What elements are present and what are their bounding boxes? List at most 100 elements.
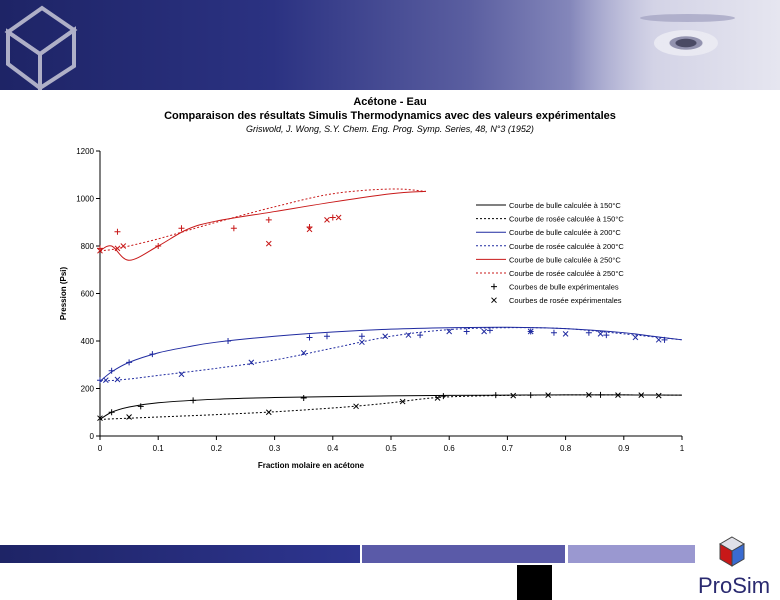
header-banner <box>0 0 780 90</box>
dew-point <box>655 392 662 399</box>
dew-point <box>632 334 639 341</box>
dew-point <box>126 414 132 420</box>
curve-dew-200 <box>99 327 683 382</box>
curve-bubble-250 <box>99 190 426 261</box>
dew-point <box>114 245 121 252</box>
dew-point <box>597 331 604 337</box>
dew-point <box>586 392 592 398</box>
bubble-point <box>486 327 493 334</box>
bubble-point <box>358 333 365 340</box>
bubble-point <box>417 332 424 339</box>
bubble-point <box>225 338 232 344</box>
eyebrow-shape <box>640 14 735 22</box>
dew-point <box>359 339 365 346</box>
dew-point <box>97 415 103 422</box>
dew-point <box>562 331 569 337</box>
footer-bar-light <box>568 545 695 563</box>
dew-point <box>102 377 109 384</box>
dew-point <box>382 333 389 340</box>
black-square <box>517 565 552 600</box>
x-tick-label: 0.2 <box>211 444 223 453</box>
bubble-point <box>661 336 668 343</box>
prosim-cube-icon <box>719 536 745 567</box>
bubble-point <box>440 393 447 400</box>
cube-wireframe-icon <box>4 5 78 90</box>
x-tick-label: 0.5 <box>385 444 397 453</box>
legend-swatch <box>491 283 497 290</box>
dew-point <box>510 392 517 399</box>
bubble-point <box>114 228 121 235</box>
bubble-point <box>597 391 604 398</box>
x-tick-label: 1 <box>680 444 685 453</box>
x-tick-label: 0.4 <box>327 444 339 453</box>
bubble-point <box>463 328 470 335</box>
dew-point <box>527 328 534 335</box>
dew-point <box>306 226 313 233</box>
bubble-point <box>300 395 307 401</box>
legend-label: Courbe de rosée calculée à 200°C <box>509 242 624 251</box>
dew-point <box>405 332 412 338</box>
legend-swatch <box>491 297 497 304</box>
bubble-point <box>329 214 336 221</box>
bubble-point <box>306 334 313 341</box>
legend-label: Courbe de bulle calculée à 250°C <box>509 255 621 264</box>
bubble-point <box>126 359 133 366</box>
bubble-point <box>190 397 197 404</box>
dew-point <box>446 328 453 335</box>
eye-shape <box>654 30 718 56</box>
bubble-point <box>137 403 144 410</box>
dew-point <box>248 359 255 366</box>
dew-point <box>399 398 406 405</box>
bubble-point <box>265 216 272 223</box>
bubble-point <box>155 243 162 249</box>
x-tick-label: 0.9 <box>618 444 630 453</box>
bubble-point <box>108 409 115 416</box>
x-tick-label: 0.6 <box>444 444 456 453</box>
footer-bar-dark <box>0 545 360 563</box>
y-tick-label: 1000 <box>76 195 94 204</box>
y-tick-label: 0 <box>90 432 95 441</box>
dew-point <box>265 240 272 247</box>
bubble-point <box>149 351 156 358</box>
legend-label: Courbe de bulle calculée à 150°C <box>509 201 621 210</box>
curve-bubble-150 <box>99 394 683 420</box>
dew-point <box>655 336 662 343</box>
chart-titles: Acétone - Eau Comparaison des résultats … <box>0 96 780 136</box>
dew-point <box>300 350 307 356</box>
x-tick-label: 0.1 <box>153 444 165 453</box>
dew-point <box>353 403 359 410</box>
chart-reference: Griswold, J. Wong, S.Y. Chem. Eng. Prog.… <box>246 124 534 134</box>
dew-point <box>178 371 185 378</box>
curve-dew-250 <box>99 188 426 252</box>
x-tick-label: 0.8 <box>560 444 572 453</box>
bubble-point <box>97 377 103 384</box>
legend-label: Courbe de rosée calculée à 150°C <box>509 215 624 224</box>
bubble-point <box>323 333 330 340</box>
dew-point <box>335 214 342 221</box>
dew-point <box>434 395 441 401</box>
dew-point <box>481 328 487 335</box>
x-axis-label: Fraction molaire en acétone <box>258 461 365 470</box>
x-tick-label: 0.7 <box>502 444 514 453</box>
dew-point <box>265 409 272 416</box>
dew-point <box>114 376 121 383</box>
bubble-point <box>550 329 557 336</box>
bubble-point <box>230 225 237 232</box>
dew-point <box>638 392 645 399</box>
chart-subtitle: Comparaison des résultats Simulis Thermo… <box>164 110 616 122</box>
y-tick-label: 600 <box>81 290 95 299</box>
y-axis-label: Pression (Psi) <box>59 266 68 320</box>
legend-label: Courbe de rosée calculée à 250°C <box>509 269 624 278</box>
dew-point <box>615 392 621 399</box>
legend-label: Courbes de rosée expérimentales <box>509 296 622 305</box>
bubble-point <box>108 367 115 374</box>
bubble-point <box>585 329 592 336</box>
legend-label: Courbe de bulle calculée à 200°C <box>509 228 621 237</box>
curve-bubble-200 <box>99 326 683 382</box>
chart-title: Acétone - Eau <box>353 96 427 108</box>
dew-point <box>324 217 330 223</box>
bubble-point <box>527 392 534 399</box>
footer-bar-mid <box>362 545 565 563</box>
y-tick-label: 800 <box>81 242 95 251</box>
